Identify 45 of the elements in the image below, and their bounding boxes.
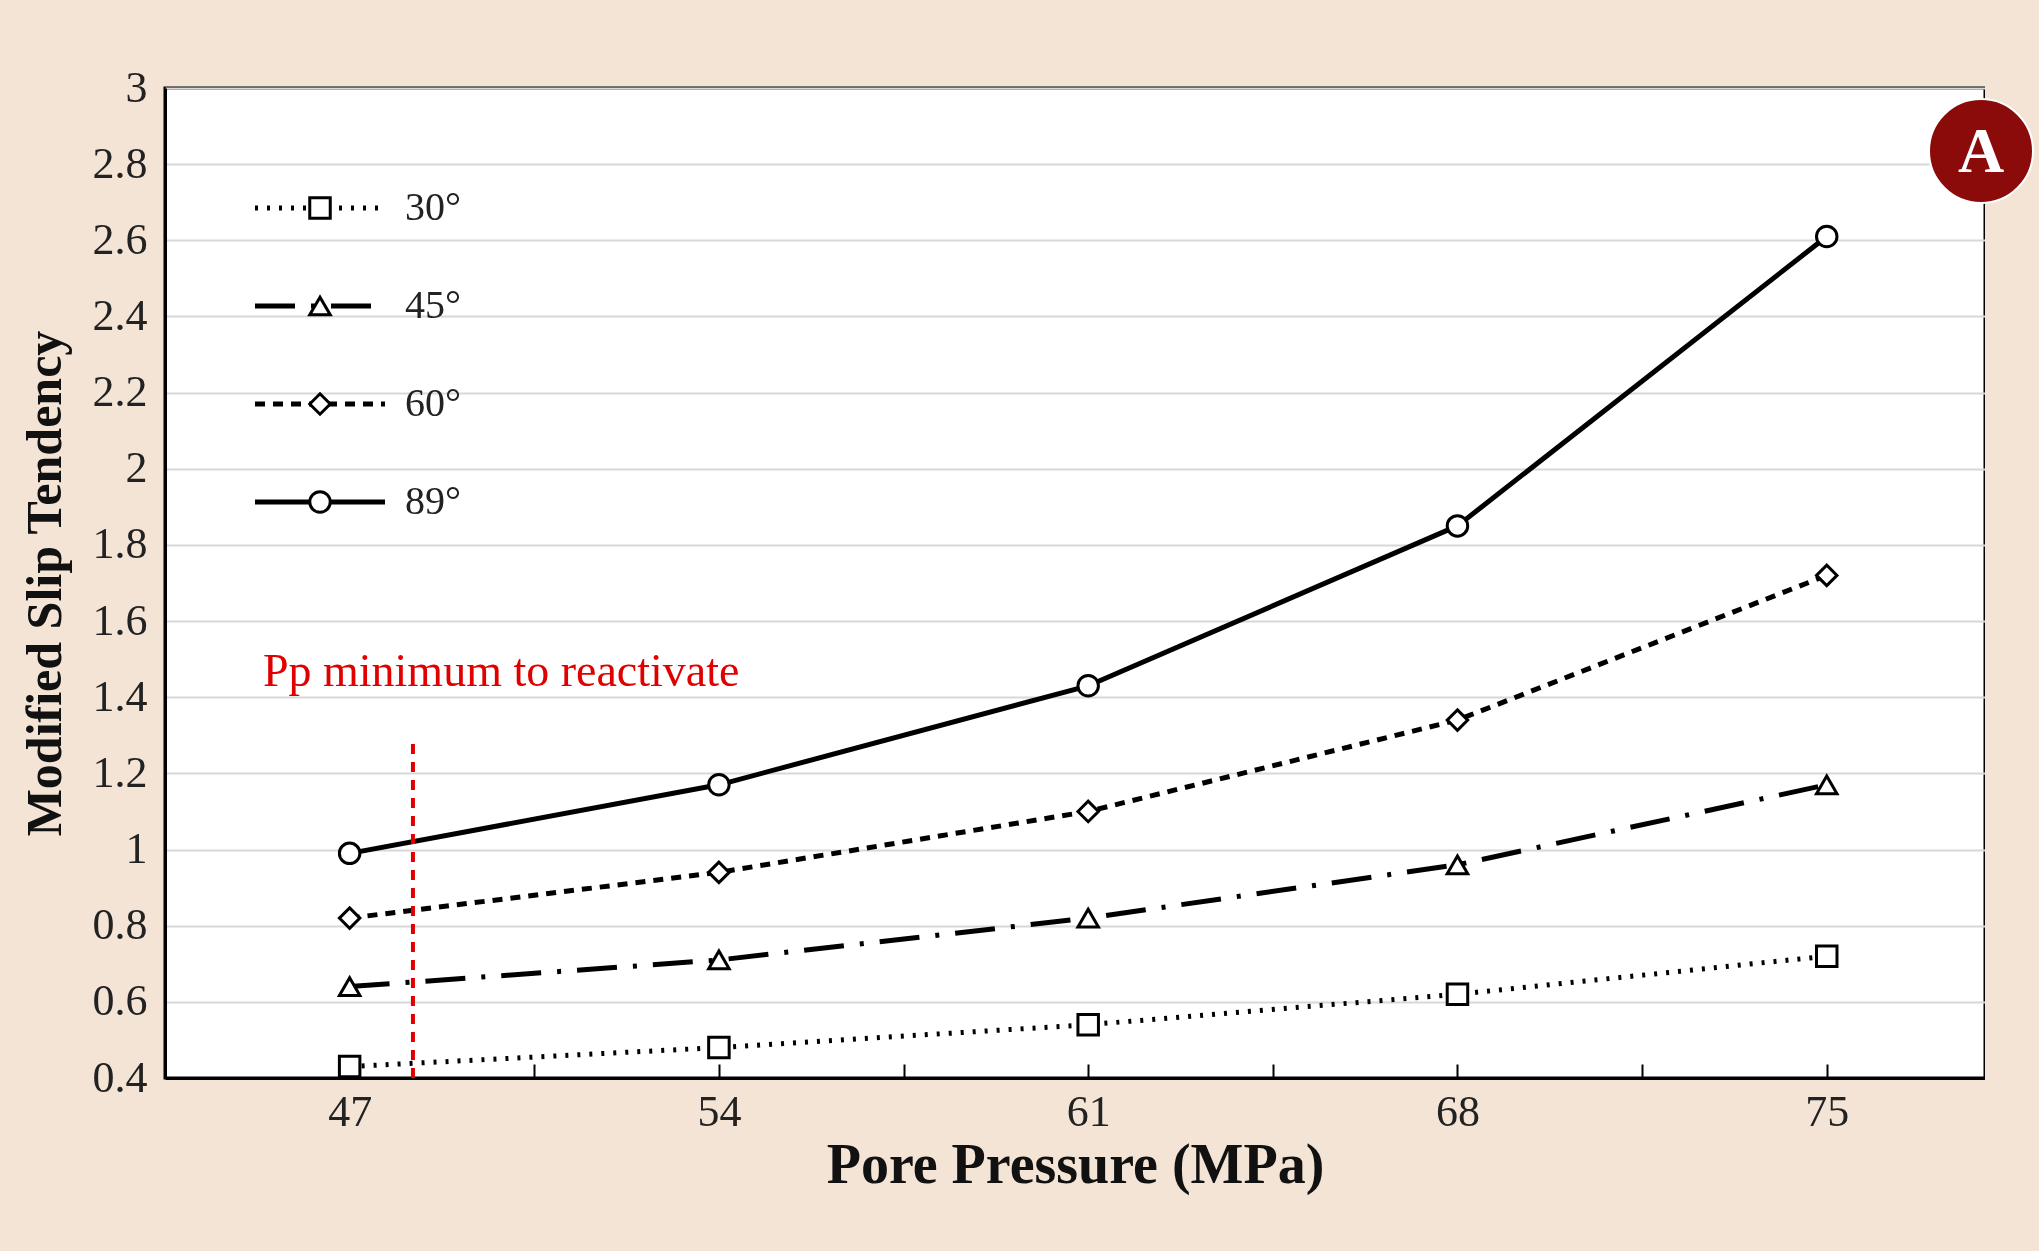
point — [1445, 514, 1470, 538]
point — [1814, 563, 1839, 588]
y-tick-label: 2.8 — [92, 138, 148, 188]
point — [1076, 1012, 1100, 1037]
x-tick-label: 75 — [1805, 1086, 1850, 1136]
legend-label: 45° — [405, 282, 461, 327]
y-tick-label: 1.4 — [92, 671, 148, 721]
point — [1076, 674, 1100, 698]
point — [337, 976, 362, 997]
point — [1076, 907, 1100, 929]
point — [707, 860, 731, 885]
y-tick-label: 0.6 — [92, 976, 148, 1026]
point — [1445, 854, 1470, 876]
y-tick-label: 2 — [125, 443, 148, 493]
point — [1814, 224, 1839, 249]
y-tick-label: 0.8 — [92, 900, 148, 950]
point — [337, 841, 362, 866]
point — [707, 1035, 731, 1060]
point — [1814, 774, 1839, 796]
point — [337, 906, 362, 930]
y-tick-label: 1.6 — [92, 595, 148, 645]
annotation: A — [1928, 98, 2034, 204]
point — [1445, 708, 1470, 732]
y-tick-label: 1 — [125, 824, 148, 874]
point — [707, 949, 731, 971]
point — [1076, 799, 1100, 824]
point — [707, 773, 731, 797]
x-tick-label: 47 — [328, 1086, 373, 1136]
point — [337, 1054, 362, 1078]
y-tick-label: 3 — [125, 62, 148, 112]
x-tick-label: 68 — [1435, 1086, 1480, 1136]
ref-line-label: Pp minimum to reactivate — [262, 645, 740, 697]
y-tick-label: 0.4 — [92, 1052, 148, 1102]
legend-label: 60° — [405, 380, 461, 425]
y-tick-label: 2.6 — [92, 214, 148, 264]
point — [1445, 982, 1470, 1006]
y-tick-label: 2.4 — [92, 290, 148, 340]
legend-label: 89° — [405, 478, 461, 523]
legend-label: 30° — [405, 184, 461, 229]
y-tick-label: 2.2 — [92, 367, 148, 417]
y-tick-label: 1.2 — [92, 747, 148, 797]
y-tick-label: 1.8 — [92, 519, 148, 569]
x-tick-label: 54 — [697, 1086, 742, 1136]
point — [1814, 944, 1839, 968]
y-axis-title: Modified Slip Tendency — [15, 330, 72, 837]
